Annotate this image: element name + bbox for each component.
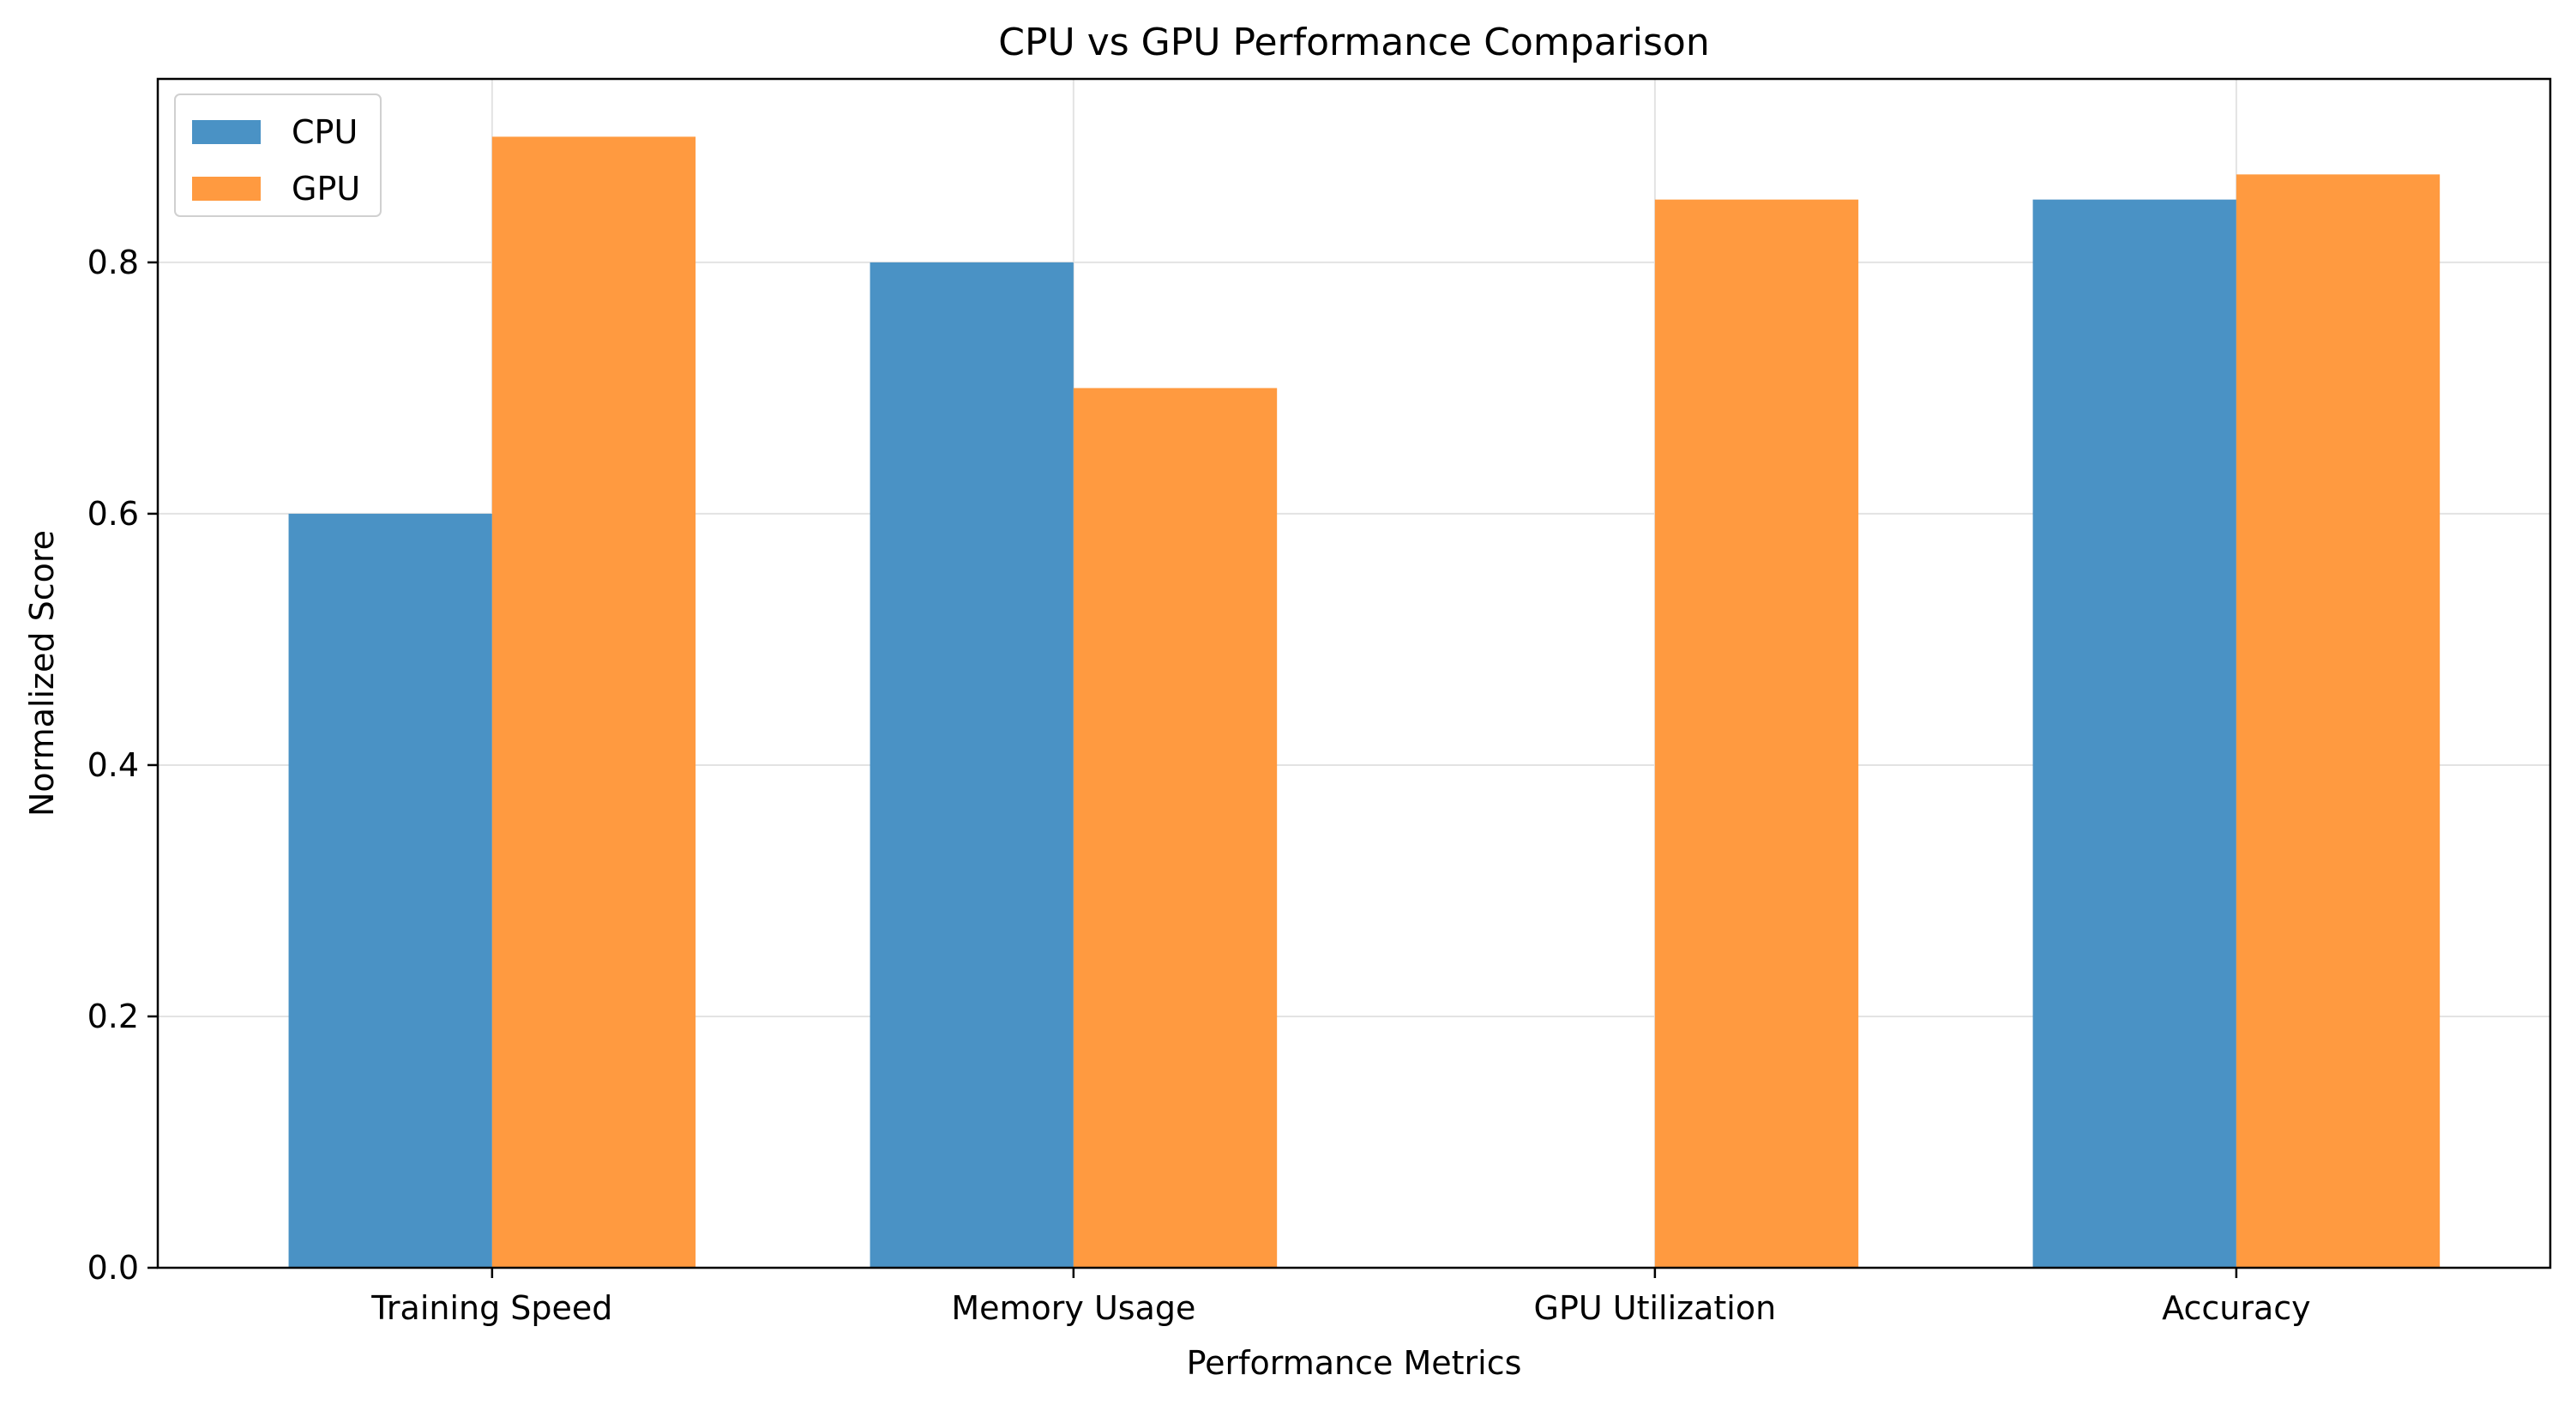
legend: CPU GPU <box>174 93 382 217</box>
bar-gpu-gpu-utilization <box>1654 199 1859 1269</box>
axis-ticks: 0.0 0.2 0.4 0.6 0.8 Training Speed Memory Usag… <box>87 244 2311 1327</box>
legend-swatch-gpu <box>192 177 261 201</box>
bar-cpu-training-speed <box>288 513 492 1268</box>
legend-label-cpu: CPU <box>292 113 358 151</box>
y-tick-label: 0.0 <box>87 1249 139 1287</box>
y-tick-label: 0.2 <box>87 998 139 1035</box>
bar-cpu-accuracy <box>2032 199 2236 1269</box>
bar-cpu-memory-usage <box>870 262 1074 1268</box>
x-tick-label: Training Speed <box>370 1289 612 1327</box>
bar-gpu-memory-usage <box>1073 388 1278 1269</box>
y-axis-label: Normalized Score <box>23 530 61 817</box>
plot-frame <box>156 77 2552 1269</box>
x-tick-label: GPU Utilization <box>1534 1289 1777 1327</box>
chart-title: CPU vs GPU Performance Comparison <box>998 21 1709 64</box>
x-axis-label: Performance Metrics <box>1187 1344 1522 1382</box>
y-tick-label: 0.8 <box>87 244 139 281</box>
x-tick-label: Accuracy <box>2162 1289 2311 1327</box>
legend-label-gpu: GPU <box>292 170 360 208</box>
y-tick-label: 0.4 <box>87 746 139 784</box>
y-tick-label: 0.6 <box>87 495 139 533</box>
x-tick-label: Memory Usage <box>951 1289 1195 1327</box>
bars <box>288 136 2441 1269</box>
bar-gpu-training-speed <box>491 136 696 1268</box>
bar-gpu-accuracy <box>2236 174 2441 1268</box>
legend-swatch-cpu <box>192 120 261 144</box>
